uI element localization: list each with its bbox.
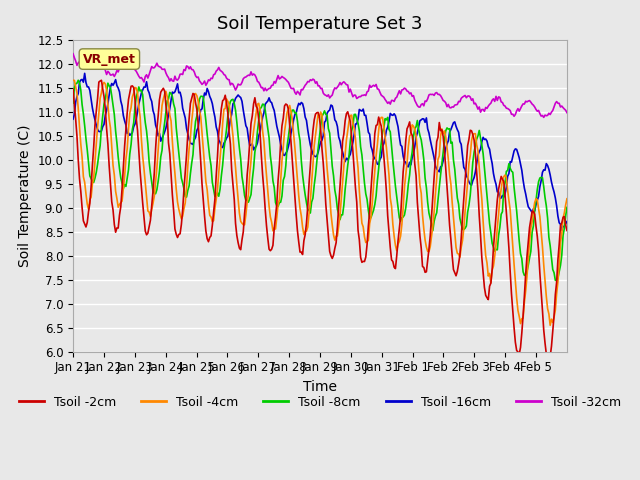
Legend: Tsoil -2cm, Tsoil -4cm, Tsoil -8cm, Tsoil -16cm, Tsoil -32cm: Tsoil -2cm, Tsoil -4cm, Tsoil -8cm, Tsoi… (14, 391, 626, 414)
Text: VR_met: VR_met (83, 53, 136, 66)
Title: Soil Temperature Set 3: Soil Temperature Set 3 (217, 15, 423, 33)
X-axis label: Time: Time (303, 380, 337, 394)
Y-axis label: Soil Temperature (C): Soil Temperature (C) (18, 125, 31, 267)
